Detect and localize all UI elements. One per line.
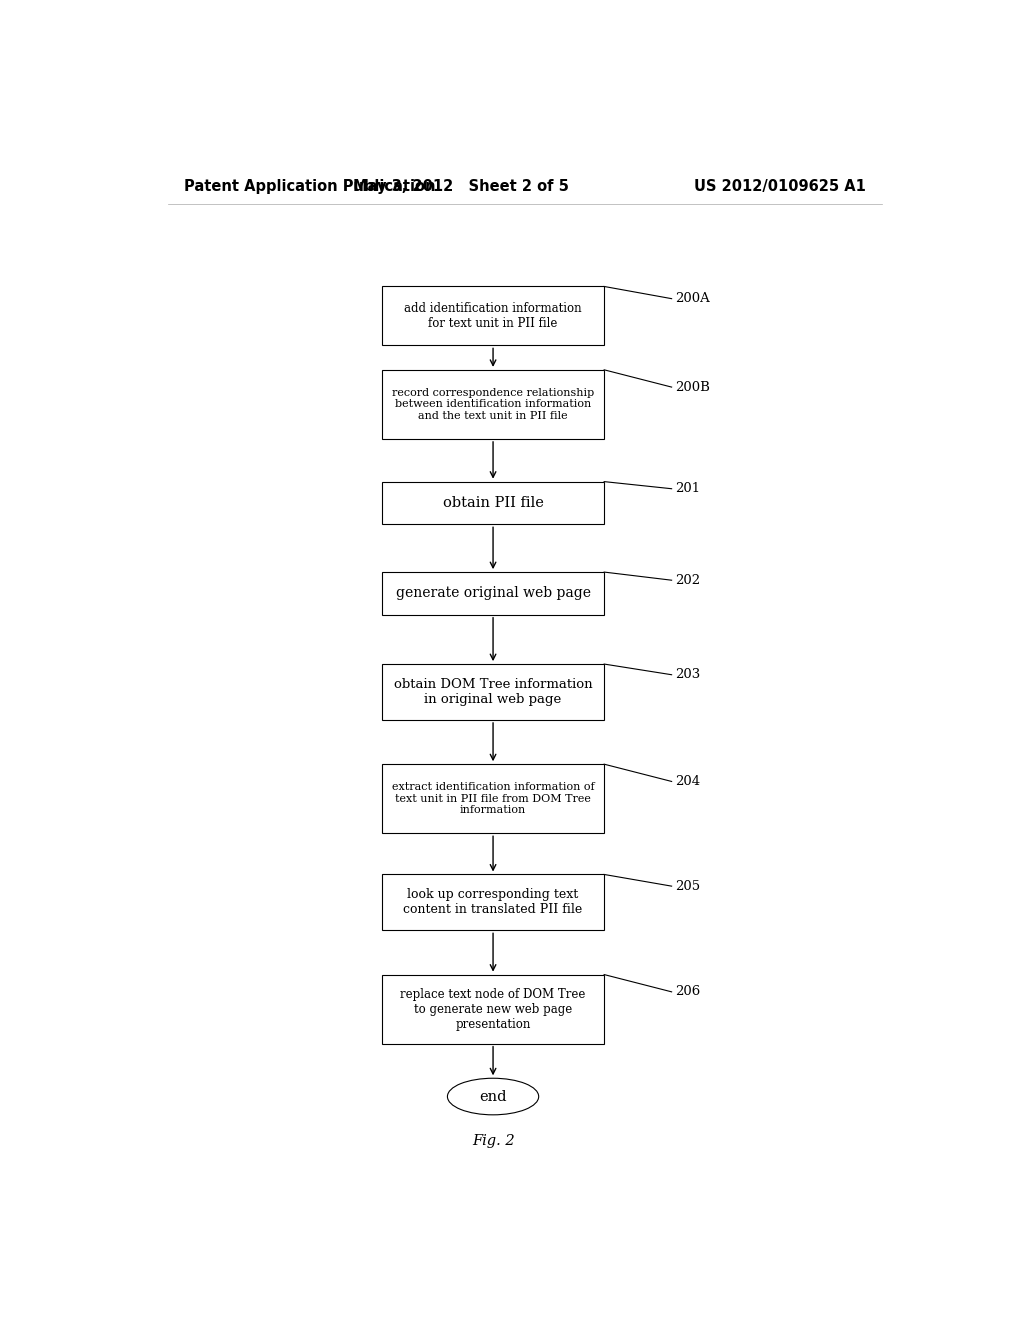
Text: 205: 205 xyxy=(676,879,700,892)
FancyBboxPatch shape xyxy=(382,664,604,719)
Text: record correspondence relationship
between identification information
and the te: record correspondence relationship betwe… xyxy=(392,388,594,421)
Text: add identification information
for text unit in PII file: add identification information for text … xyxy=(404,302,582,330)
Text: 203: 203 xyxy=(676,668,700,681)
FancyBboxPatch shape xyxy=(382,874,604,931)
Text: generate original web page: generate original web page xyxy=(395,586,591,601)
Text: obtain DOM Tree information
in original web page: obtain DOM Tree information in original … xyxy=(394,678,592,706)
Text: replace text node of DOM Tree
to generate new web page
presentation: replace text node of DOM Tree to generat… xyxy=(400,987,586,1031)
Text: obtain PII file: obtain PII file xyxy=(442,496,544,510)
FancyBboxPatch shape xyxy=(382,572,604,615)
Text: 204: 204 xyxy=(676,775,700,788)
Text: 200B: 200B xyxy=(676,380,711,393)
Text: 206: 206 xyxy=(676,985,700,998)
Text: look up corresponding text
content in translated PII file: look up corresponding text content in tr… xyxy=(403,888,583,916)
Text: Fig. 2: Fig. 2 xyxy=(472,1134,514,1148)
Text: 201: 201 xyxy=(676,482,700,495)
FancyBboxPatch shape xyxy=(382,974,604,1044)
Ellipse shape xyxy=(447,1078,539,1115)
Text: US 2012/0109625 A1: US 2012/0109625 A1 xyxy=(694,180,866,194)
Text: May 3, 2012   Sheet 2 of 5: May 3, 2012 Sheet 2 of 5 xyxy=(353,180,569,194)
Text: Patent Application Publication: Patent Application Publication xyxy=(183,180,435,194)
Text: 200A: 200A xyxy=(676,292,711,305)
Text: 202: 202 xyxy=(676,574,700,586)
FancyBboxPatch shape xyxy=(382,482,604,524)
Text: end: end xyxy=(479,1089,507,1104)
FancyBboxPatch shape xyxy=(382,286,604,346)
FancyBboxPatch shape xyxy=(382,370,604,440)
FancyBboxPatch shape xyxy=(382,764,604,833)
Text: extract identification information of
text unit in PII file from DOM Tree
inform: extract identification information of te… xyxy=(392,783,594,816)
